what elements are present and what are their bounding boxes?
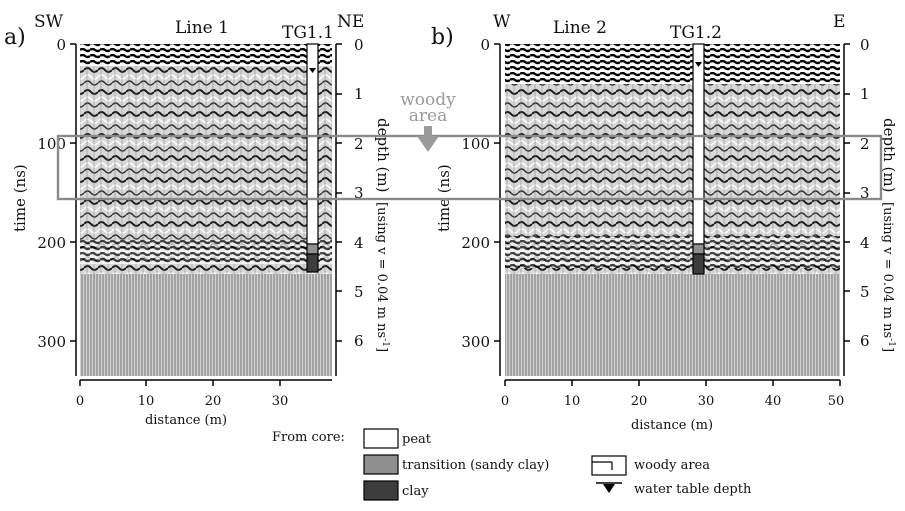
panel-a-time-label: time (ns) xyxy=(11,164,29,232)
panel-b-depth-tick: 2 xyxy=(860,135,870,153)
legend-label-peat: peat xyxy=(402,432,432,447)
legend-label-clay: clay xyxy=(402,484,429,499)
panel-a-depth-tick: 6 xyxy=(354,332,364,350)
panel-b-core-column xyxy=(692,43,705,275)
panel-a-title: Line 1 xyxy=(175,18,229,38)
panel-b-title: Line 2 xyxy=(553,18,607,38)
panel-a-depth-label-group: depth (m) [using v = 0.04 m ns-1] xyxy=(374,118,392,352)
panel-b-depth-tick: 0 xyxy=(860,36,870,54)
panel-a-left-direction: SW xyxy=(34,12,64,32)
panel-a-radargram xyxy=(80,44,332,376)
panel-a-depth-tick: 1 xyxy=(354,85,364,103)
legend-label-water-table: water table depth xyxy=(634,482,752,497)
woody-area-label-line1: woody xyxy=(400,90,456,110)
panel-a-depth-tick: 0 xyxy=(354,36,364,54)
panel-b-depth-tick: 1 xyxy=(860,85,870,103)
panel-b-depth-tick: 5 xyxy=(860,283,870,301)
panel-a-time-tick: 0 xyxy=(56,36,66,54)
water-table-legend-icon xyxy=(596,482,622,493)
woody-area-label-line2: area xyxy=(409,106,447,126)
legend: From core: peat transition (sandy clay) … xyxy=(272,428,752,501)
legend-swatch-transition xyxy=(363,454,399,475)
panel-b-depth-tick: 4 xyxy=(860,234,870,252)
panel-a-depth-tick: 3 xyxy=(354,184,364,202)
panel-a-distance-axis: 0 10 20 30 distance (m) xyxy=(76,379,332,428)
panel-b-distance-tick: 40 xyxy=(765,394,782,409)
legend-swatch-clay xyxy=(363,480,399,501)
panel-b-core-label: TG1.2 xyxy=(670,23,722,43)
panel-b-depth-axis: 0 1 2 3 4 5 6 depth (m) [using v = 0.04 … xyxy=(843,36,898,376)
panel-a-depth-tick: 2 xyxy=(354,135,364,153)
panel-a: a) SW Line 1 NE TG1.1 0 100 200 xyxy=(4,12,392,428)
panel-a-distance-tick: 0 xyxy=(76,394,84,409)
panel-b: b) W Line 2 E TG1.2 0 100 200 300 t xyxy=(431,12,898,433)
panel-b-letter: b) xyxy=(431,25,454,50)
panel-b-time-tick: 200 xyxy=(461,234,490,252)
panel-a-distance-tick: 30 xyxy=(272,394,289,409)
woody-area-annotation: woody area xyxy=(400,90,456,152)
panel-a-core-column xyxy=(306,43,319,273)
panel-b-radargram xyxy=(505,44,840,376)
panel-a-distance-tick: 20 xyxy=(205,394,222,409)
panel-a-time-tick: 300 xyxy=(37,333,66,351)
panel-a-water-table-icon xyxy=(309,68,316,73)
panel-a-velocity-note: [using v = 0.04 m ns-1] xyxy=(374,202,390,352)
panel-b-depth-label-group: depth (m) [using v = 0.04 m ns-1] xyxy=(880,118,898,352)
legend-label-woody-area: woody area xyxy=(634,458,710,473)
panel-a-time-tick: 100 xyxy=(37,135,66,153)
panel-b-right-direction: E xyxy=(833,12,845,32)
woody-area-legend-icon xyxy=(591,455,627,476)
panel-a-depth-axis: 0 1 2 3 4 5 6 depth (m) [using v = 0.04 … xyxy=(335,36,392,376)
panel-b-distance-tick: 10 xyxy=(564,394,581,409)
panel-b-distance-tick: 30 xyxy=(698,394,715,409)
panel-b-time-axis: 0 100 200 300 time (ns) xyxy=(435,36,501,376)
panel-a-depth-tick: 5 xyxy=(354,283,364,301)
panel-b-time-tick: 300 xyxy=(461,333,490,351)
legend-swatch-peat xyxy=(363,428,399,449)
legend-heading: From core: xyxy=(272,430,345,445)
panel-b-time-tick: 0 xyxy=(480,36,490,54)
panel-a-time-axis: 0 100 200 300 time (ns) xyxy=(11,36,77,376)
panel-b-distance-tick: 20 xyxy=(631,394,648,409)
panel-b-time-tick: 100 xyxy=(461,135,490,153)
panel-a-right-direction: NE xyxy=(337,12,364,32)
panel-a-depth-label: depth (m) xyxy=(374,118,392,192)
panel-a-time-tick: 200 xyxy=(37,234,66,252)
panel-b-distance-axis: 0 10 20 30 40 50 distance (m) xyxy=(501,379,845,433)
panel-b-distance-label: distance (m) xyxy=(631,418,713,433)
panel-b-velocity-note: [using v = 0.04 m ns-1] xyxy=(880,202,896,352)
woody-area-box xyxy=(56,134,883,201)
panel-a-distance-label: distance (m) xyxy=(145,413,227,428)
panel-b-depth-tick: 6 xyxy=(860,332,870,350)
panel-b-depth-tick: 3 xyxy=(860,184,870,202)
panel-a-letter: a) xyxy=(4,25,26,50)
panel-b-water-table-icon xyxy=(695,62,702,67)
panel-b-left-direction: W xyxy=(493,12,511,32)
panel-a-depth-tick: 4 xyxy=(354,234,364,252)
panel-b-depth-label: depth (m) xyxy=(880,118,898,192)
legend-label-transition: transition (sandy clay) xyxy=(402,458,549,473)
down-arrow-icon xyxy=(417,126,439,152)
panel-a-distance-tick: 10 xyxy=(138,394,155,409)
panel-b-distance-tick: 50 xyxy=(828,394,845,409)
panel-b-distance-tick: 0 xyxy=(501,394,509,409)
panel-a-core-label: TG1.1 xyxy=(282,23,334,43)
